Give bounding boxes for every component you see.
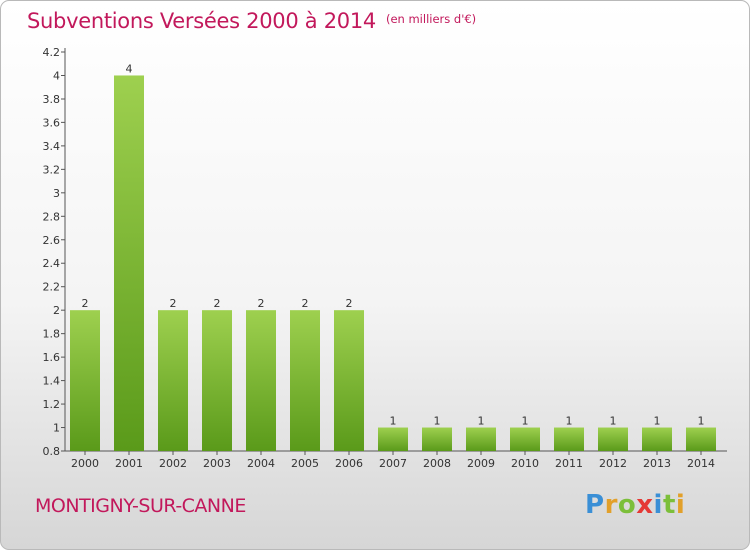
y-tick-label: 3.2 — [43, 163, 61, 176]
bar — [466, 427, 496, 451]
x-tick-label: 2014 — [687, 457, 715, 470]
y-tick-label: 2.6 — [43, 234, 61, 247]
y-tick-label: 2.8 — [43, 210, 61, 223]
chart-title: Subventions Versées 2000 à 2014 — [27, 9, 376, 33]
y-tick-label: 3.6 — [43, 116, 61, 129]
bar — [290, 310, 320, 451]
proxiti-logo: Proxiti — [585, 490, 686, 520]
bar — [246, 310, 276, 451]
x-tick-label: 2009 — [467, 457, 495, 470]
bar — [378, 427, 408, 451]
bar — [642, 427, 672, 451]
y-tick-label: 2.2 — [43, 281, 61, 294]
bar — [70, 310, 100, 451]
x-tick-label: 2000 — [71, 457, 99, 470]
y-tick-label: 2 — [53, 304, 60, 317]
bar-layer: 2 4 2 2 2 2 2 1 1 1 1 1 1 1 1 — [70, 62, 716, 452]
bar — [202, 310, 232, 451]
commune-name: MONTIGNY-SUR-CANNE — [35, 495, 246, 517]
y-tick-label: 1.6 — [43, 351, 61, 364]
bar-data-label: 1 — [522, 415, 529, 428]
bar — [686, 427, 716, 451]
title-row: Subventions Versées 2000 à 2014 (en milli… — [27, 9, 476, 33]
bar — [334, 310, 364, 451]
bar-data-label: 1 — [610, 415, 617, 428]
x-tick-label: 2004 — [247, 457, 275, 470]
y-tick-label: 1.4 — [43, 375, 61, 388]
bar-data-label: 1 — [478, 415, 485, 428]
y-tick-label: 2.4 — [43, 257, 61, 270]
bar — [114, 75, 144, 452]
x-tick-label: 2001 — [115, 457, 143, 470]
bar — [422, 427, 452, 451]
bar — [598, 427, 628, 451]
x-tick-label: 2012 — [599, 457, 627, 470]
bar-data-label: 1 — [390, 415, 397, 428]
bar-data-label: 2 — [170, 297, 177, 310]
y-tick-label: 3.4 — [43, 140, 61, 153]
y-tick-label: 3 — [53, 187, 60, 200]
x-tick-label: 2006 — [335, 457, 363, 470]
bar-data-label: 2 — [258, 297, 265, 310]
bar-data-label: 4 — [126, 62, 133, 75]
bar-data-label: 1 — [654, 415, 661, 428]
bar — [510, 427, 540, 451]
x-tick-label: 2011 — [555, 457, 583, 470]
bar-data-label: 2 — [82, 297, 89, 310]
chart-subtitle: (en milliers d'€) — [385, 12, 477, 26]
bar — [158, 310, 188, 451]
x-tick-label: 2007 — [379, 457, 407, 470]
x-tick-label: 2002 — [159, 457, 187, 470]
bar-data-label: 2 — [302, 297, 309, 310]
y-tick-label: 1 — [53, 422, 60, 435]
y-tick-label: 4.2 — [43, 46, 61, 59]
bar-data-label: 1 — [434, 415, 441, 428]
y-tick-label: 1.2 — [43, 398, 61, 411]
bar — [554, 427, 584, 451]
bar-data-label: 1 — [698, 415, 705, 428]
y-tick-label: 3.8 — [43, 93, 61, 106]
y-tick-label: 4 — [53, 69, 60, 82]
x-tick-label: 2005 — [291, 457, 319, 470]
y-tick-label: 0.8 — [43, 445, 61, 458]
x-tick-label: 2013 — [643, 457, 671, 470]
x-tick-label: 2010 — [511, 457, 539, 470]
x-tick-label: 2003 — [203, 457, 231, 470]
bar-data-label: 1 — [566, 415, 573, 428]
axis-layer: 0.8 1 1.2 1.4 1.6 1.8 2 2.2 2.4 2.6 2.8 3 3.2 3.4 3.6 3… — [43, 46, 727, 470]
y-tick-label: 1.8 — [43, 328, 61, 341]
x-tick-label: 2008 — [423, 457, 451, 470]
bar-data-label: 2 — [214, 297, 221, 310]
bar-data-label: 2 — [346, 297, 353, 310]
